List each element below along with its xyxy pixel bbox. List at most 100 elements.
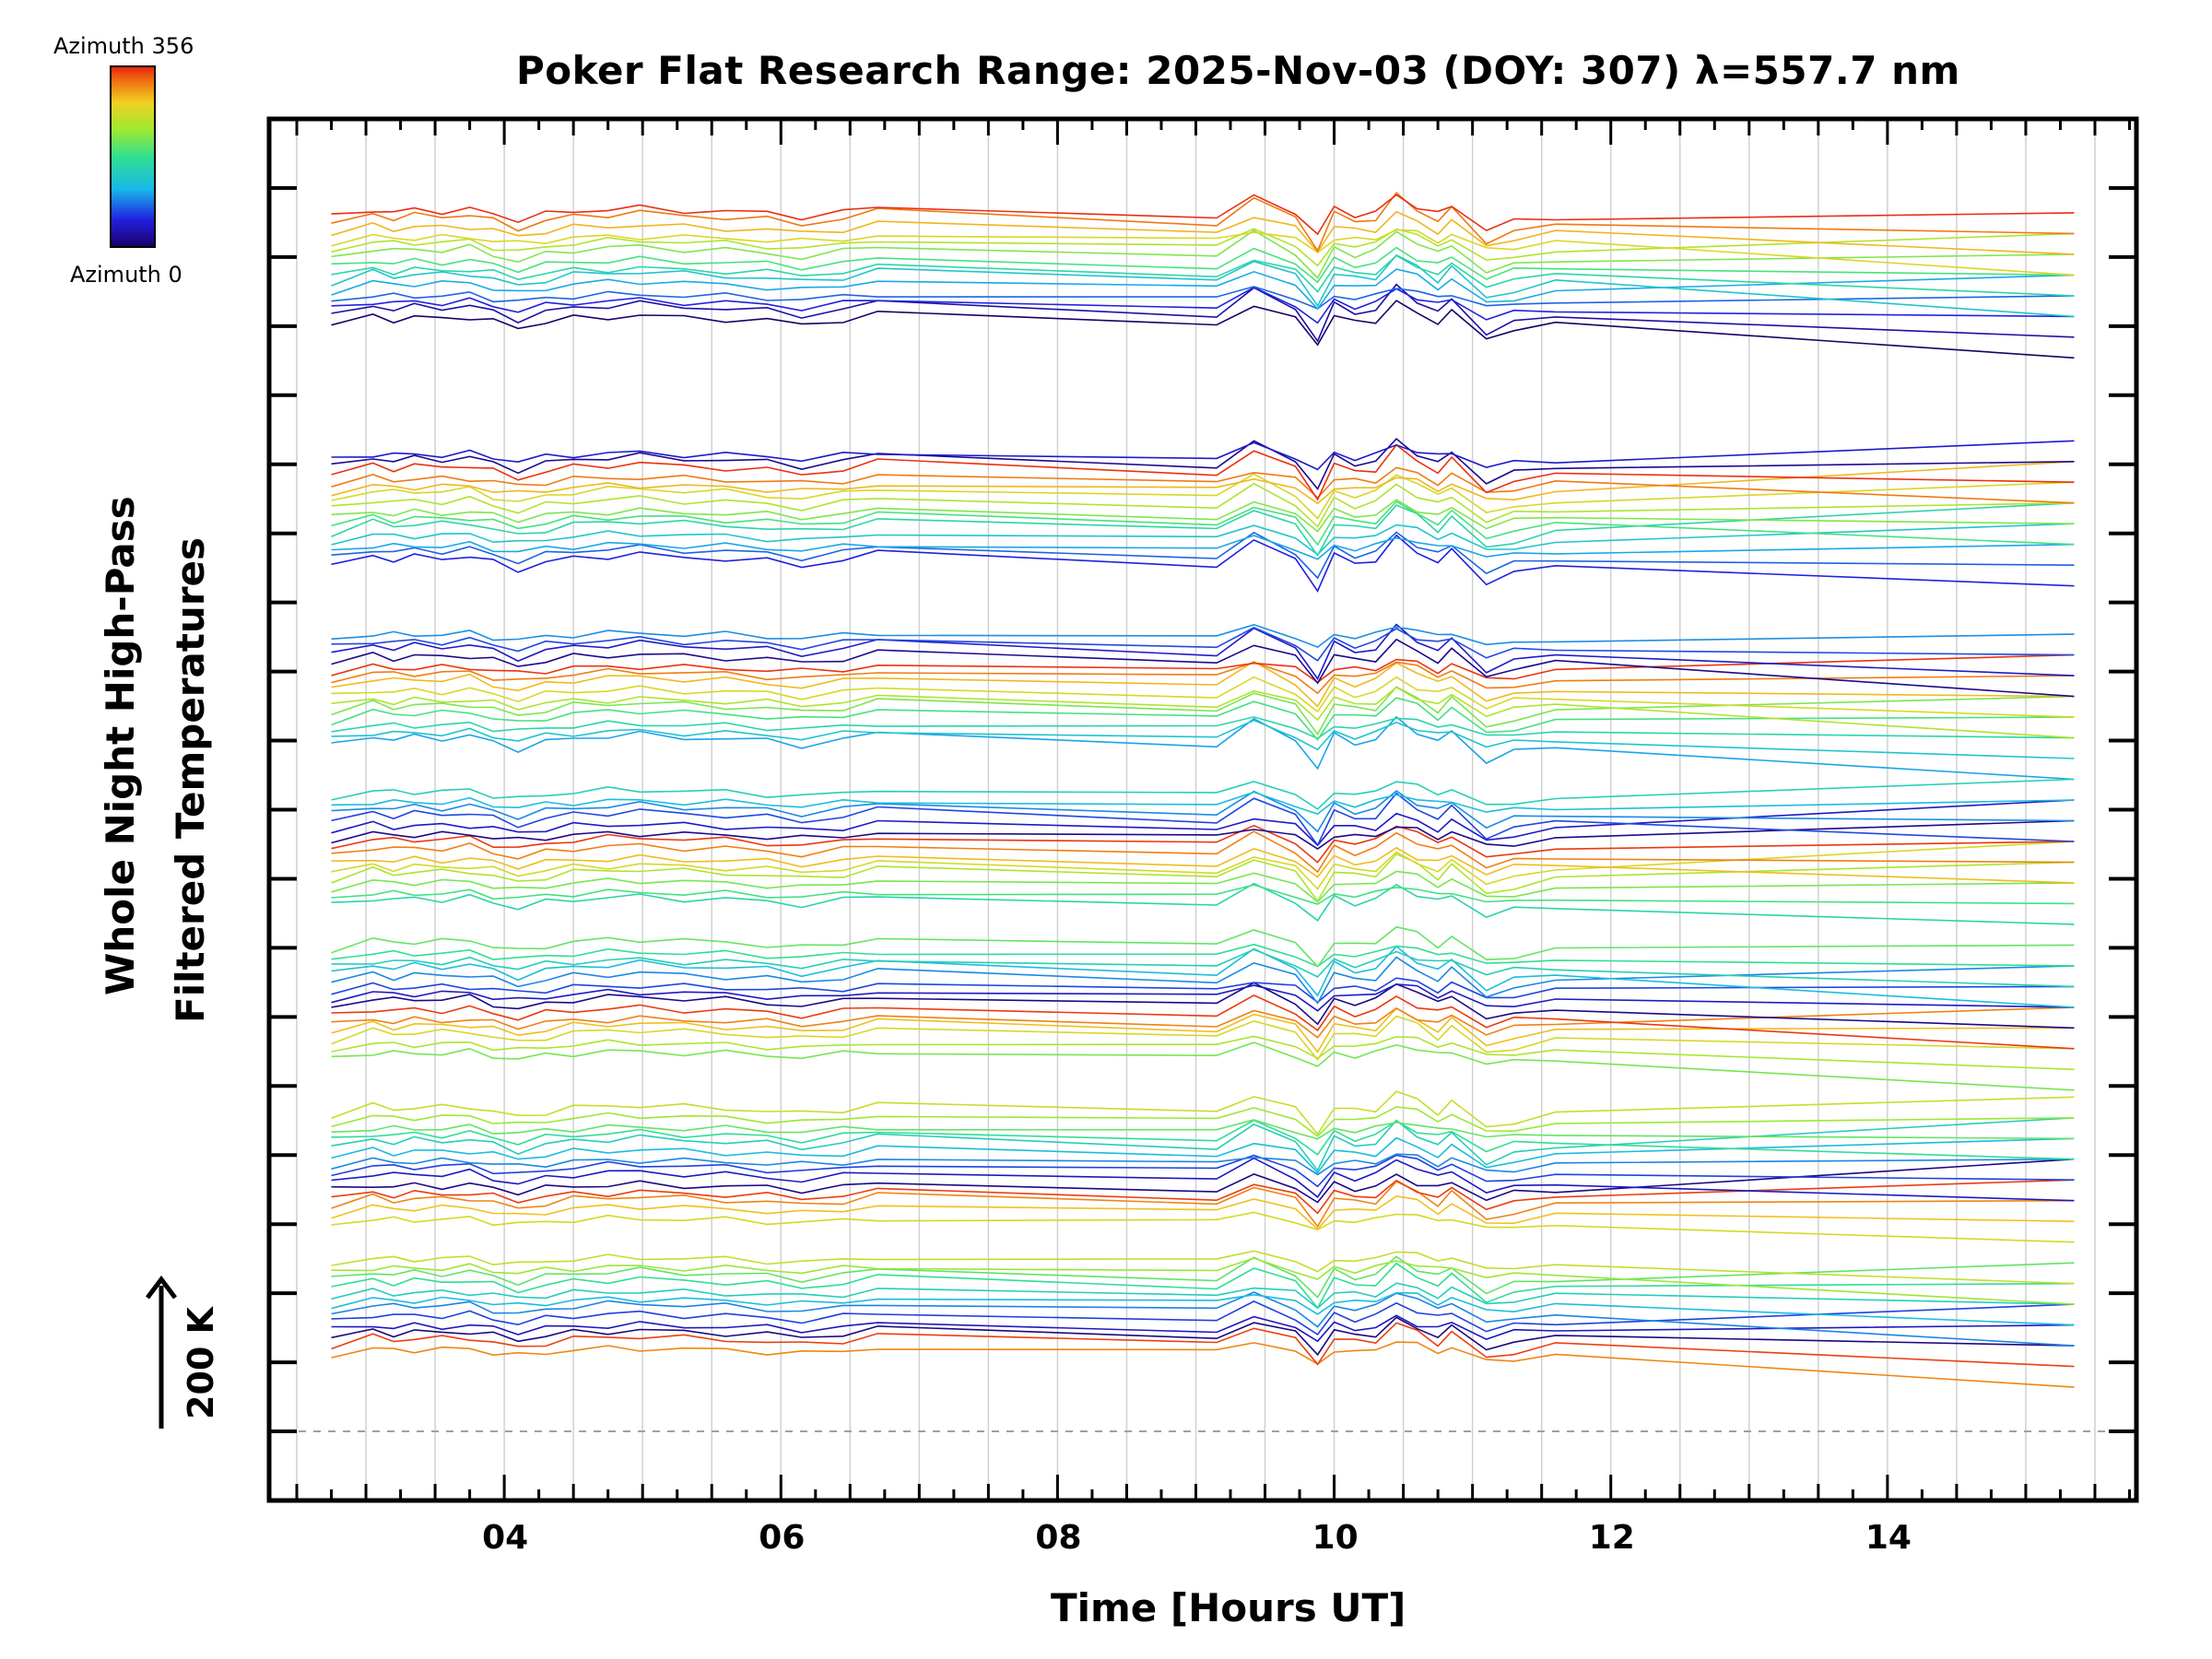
series-line	[331, 791, 2075, 815]
series-line	[331, 792, 2075, 847]
scale-bar	[146, 1275, 177, 1429]
series-line	[331, 943, 2075, 968]
series-line	[331, 653, 2075, 684]
series-line	[331, 499, 2075, 533]
series-line	[331, 719, 2075, 759]
series-line	[331, 790, 2075, 833]
series-line	[331, 638, 2075, 698]
series-line	[331, 482, 2075, 528]
series-line	[331, 501, 2075, 558]
series-line	[331, 438, 2075, 490]
scale-bar-label: 200 K	[181, 1307, 221, 1419]
series-line	[331, 1341, 2075, 1388]
series-line	[331, 300, 2075, 359]
series-line	[331, 884, 2075, 905]
series-line	[331, 283, 2075, 343]
colorbar-top-label: Azimuth 356	[53, 33, 194, 59]
series-line	[331, 246, 2075, 284]
series-line	[331, 661, 2075, 695]
series-line	[331, 1255, 2075, 1299]
series-line	[331, 535, 2075, 560]
series-line	[331, 523, 2075, 556]
colorbar	[110, 65, 156, 248]
series-line	[331, 623, 2075, 649]
series-line	[331, 1257, 2075, 1305]
series-line	[331, 229, 2075, 276]
x-tick-label: 10	[1312, 1519, 1359, 1557]
plot-frame	[266, 116, 2139, 1503]
series-line	[331, 1157, 2075, 1202]
series-line	[331, 841, 2075, 890]
series-line	[331, 1211, 2075, 1243]
colorbar-bottom-label: Azimuth 0	[70, 262, 182, 288]
series-line	[331, 882, 2075, 925]
axis-ticks	[269, 119, 2136, 1500]
grid-lines	[296, 119, 2096, 1500]
series-line	[331, 461, 2075, 505]
series-line	[331, 1154, 2075, 1188]
series-line	[331, 956, 2075, 1005]
x-tick-label: 12	[1588, 1519, 1635, 1557]
series-line	[331, 945, 2075, 1008]
chart-title: Poker Flat Research Range: 2025-Nov-03 (…	[516, 48, 1960, 93]
series-line	[331, 623, 2075, 681]
series-line	[331, 994, 2075, 1050]
series-line	[331, 819, 2075, 850]
series-line	[331, 286, 2075, 324]
series-line	[331, 1194, 2075, 1230]
series-line	[331, 983, 2075, 1012]
series-line	[331, 1291, 2075, 1347]
series-line	[331, 229, 2075, 279]
series-line	[331, 1291, 2075, 1326]
series-line	[331, 1090, 2075, 1135]
series-line	[331, 1041, 2075, 1091]
series-line	[331, 716, 2075, 740]
series-line	[331, 1282, 2075, 1310]
series-line	[331, 1007, 2075, 1053]
series-line	[331, 697, 2075, 741]
series-line	[331, 1262, 2075, 1310]
series-line	[331, 676, 2075, 718]
series-line	[331, 1117, 2075, 1172]
series-line	[331, 192, 2075, 253]
series-line	[331, 443, 2075, 501]
series-line	[331, 982, 2075, 1030]
x-axis-label: Time [Hours UT]	[1051, 1585, 1406, 1630]
series-line	[331, 1314, 2075, 1343]
series-line	[331, 1136, 2075, 1174]
series-line	[331, 531, 2075, 580]
series-line	[331, 1006, 2075, 1039]
series-line	[331, 1035, 2075, 1071]
series-line	[331, 1119, 2075, 1160]
series-line	[331, 715, 2075, 781]
y-axis-label-line-1: Whole Night High-Pass	[98, 496, 143, 995]
series-line	[331, 1153, 2075, 1176]
series-line	[331, 1250, 2075, 1285]
series-line	[331, 1316, 2075, 1357]
series-line	[331, 253, 2075, 318]
series-line	[331, 534, 2075, 593]
y-axis-label-line-2: Filtered Temperatures	[168, 536, 213, 1023]
series-line	[331, 1322, 2075, 1368]
series-line	[331, 466, 2075, 504]
series-line	[331, 824, 2075, 864]
series-line	[331, 627, 2075, 662]
series-line	[331, 846, 2075, 884]
series-line	[331, 1158, 2075, 1204]
series-line	[331, 1015, 2075, 1062]
series-line	[331, 686, 2075, 739]
series-line	[331, 870, 2075, 903]
x-tick-label: 04	[482, 1519, 529, 1557]
series-line	[331, 948, 2075, 988]
series-line	[331, 268, 2075, 311]
series-line	[331, 194, 2075, 236]
series-line	[331, 228, 2075, 267]
series-line	[331, 254, 2075, 297]
series-line	[331, 1179, 2075, 1215]
x-tick-label: 06	[759, 1519, 806, 1557]
series-line	[331, 778, 2075, 810]
series-line	[331, 1180, 2075, 1229]
series-line	[331, 830, 2075, 874]
series-line	[331, 977, 2075, 1004]
series-line	[331, 686, 2075, 736]
